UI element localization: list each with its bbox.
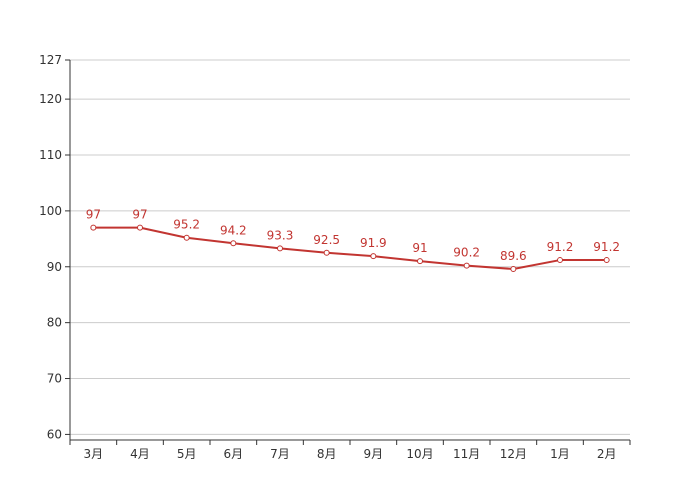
data-label: 91	[412, 241, 427, 255]
x-tick-label: 4月	[130, 447, 150, 461]
x-tick-label: 5月	[177, 447, 197, 461]
data-labels: 97 97 95.2 94.2 93.3 92.5 91.9 91 90.2 89.6 91.2 91…	[86, 208, 620, 263]
y-tick-label: 70	[47, 372, 62, 386]
y-tick-label: 120	[39, 92, 62, 106]
data-point	[277, 245, 283, 252]
data-point	[557, 257, 563, 264]
data-label: 92.5	[313, 233, 340, 247]
y-tick-label: 60	[47, 427, 62, 441]
data-label: 94.2	[220, 223, 247, 237]
x-tick-label: 10月	[406, 447, 433, 461]
data-label: 97	[86, 208, 101, 222]
y-tick-label: 110	[39, 148, 62, 162]
gridlines	[70, 59, 630, 435]
data-label: 95.2	[173, 218, 200, 232]
data-label: 97	[132, 208, 147, 222]
data-point	[323, 249, 330, 256]
data-point	[90, 224, 97, 231]
data-label: 91.2	[547, 240, 574, 254]
data-label: 91.9	[360, 236, 387, 250]
axes: 60 70 80 90 100 110 120 127 3月 4月 5月 6月 7月 8月 9月 10月 11月…	[39, 53, 631, 461]
data-point	[230, 240, 237, 247]
x-tick-label: 7月	[270, 447, 290, 461]
series-line	[93, 226, 607, 270]
data-point	[603, 257, 610, 264]
y-tick-label: 127	[39, 53, 62, 67]
x-tick-label: 11月	[453, 447, 480, 461]
x-tick-label: 1月	[550, 447, 570, 461]
data-label: 91.2	[593, 240, 620, 254]
x-tick-label: 6月	[224, 447, 244, 461]
data-label: 89.6	[500, 249, 527, 263]
data-label: 93.3	[267, 228, 294, 242]
data-point	[510, 266, 517, 272]
data-point	[463, 262, 470, 269]
y-tick-label: 90	[47, 260, 62, 274]
data-point	[137, 224, 143, 231]
x-tick-label: 3月	[84, 447, 104, 461]
x-tick-label: 12月	[500, 447, 527, 461]
data-label: 90.2	[453, 246, 480, 260]
y-tick-label: 80	[47, 316, 62, 330]
x-tick-label: 9月	[364, 447, 384, 461]
y-tick-label: 100	[39, 204, 62, 218]
data-point	[417, 258, 423, 265]
data-point	[370, 253, 377, 260]
data-point	[183, 234, 190, 241]
series	[90, 224, 610, 272]
x-tick-label: 2月	[597, 447, 617, 461]
x-tick-label: 8月	[317, 447, 337, 461]
